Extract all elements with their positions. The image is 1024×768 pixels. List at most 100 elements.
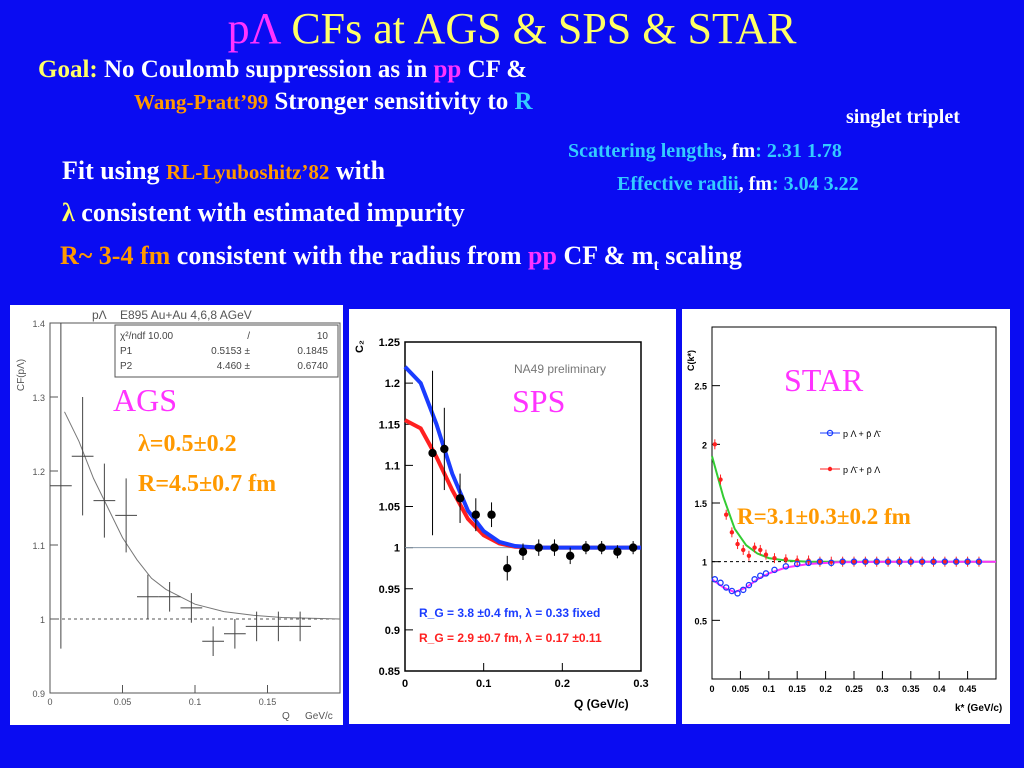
ags-stat-cell: 0.6740 — [297, 361, 328, 372]
sps-data-point — [566, 551, 575, 561]
star-xlabel: k* (GeV/c) — [955, 703, 1002, 714]
star-blue-point — [907, 558, 915, 565]
ags-xtick-label: 0.1 — [189, 697, 202, 707]
stronger-R: R — [514, 88, 533, 115]
star-blue-point — [952, 558, 960, 565]
star-blue-point — [717, 579, 724, 587]
ags-stat-cell: P1 — [120, 346, 133, 357]
star-red-point — [897, 559, 902, 564]
star-red-point — [729, 530, 735, 535]
ref-wang: Wang-Pratt’99 — [134, 90, 269, 114]
r-subscript: t — [653, 257, 659, 275]
star-blue-point — [873, 558, 880, 565]
star-red-point — [817, 559, 823, 564]
slide-title: pΛ CFs at AGS & SPS & STAR — [0, 2, 1024, 56]
title-p: p — [227, 4, 250, 53]
sps-data-point — [503, 563, 512, 573]
stronger-text: Stronger sensitivity to — [268, 88, 515, 115]
star-blue-point — [828, 559, 835, 567]
sps-ytick-label: 0.85 — [379, 666, 400, 678]
star-blue-point — [728, 587, 736, 595]
star-blue-point — [850, 558, 858, 565]
sps-ytick-label: 1.05 — [379, 502, 400, 514]
star-red-point — [954, 559, 959, 564]
sps-ytick-label: 1 — [394, 543, 400, 555]
star-ytick-label: 1.5 — [694, 499, 707, 509]
sps-data-point — [428, 448, 437, 458]
star-red-point — [976, 559, 982, 564]
r-text2: CF & m — [556, 241, 654, 270]
fit-line: Fit using RL-Lyuboshitz’82 with — [62, 156, 385, 186]
sps-watermark: NA49 preliminary — [514, 362, 606, 376]
sps-data-point — [613, 547, 622, 556]
ags-lambda-annot: λ=0.5±0.2 — [138, 431, 237, 457]
effective-radii-row: Effective radii, fm: 3.04 3.22 — [617, 173, 859, 196]
ags-stat-cell: / — [247, 331, 250, 342]
sps-ytick-label: 1.15 — [379, 419, 400, 431]
star-xtick-label: 0.45 — [959, 684, 977, 694]
star-fit-green — [711, 455, 996, 563]
star-red-point — [840, 559, 845, 564]
ags-header-name: pΛ — [92, 308, 107, 322]
sps-data-point — [581, 543, 591, 552]
fit-using: Fit using — [62, 156, 167, 185]
star-red-point — [908, 559, 913, 564]
sps-data-point — [518, 547, 528, 556]
sps-data-point — [440, 444, 449, 454]
fit-ref: RL-Lyuboshitz’82 — [166, 160, 330, 184]
eff-unit: , fm — [738, 173, 772, 195]
star-blue-point — [745, 581, 753, 589]
star-legend-entry: p Λ̄ + p̄ Λ — [843, 465, 880, 475]
star-red-point — [772, 555, 777, 561]
star-red-point — [919, 559, 925, 564]
ags-fit-curve — [64, 411, 341, 620]
ags-ytick-label: 1.4 — [32, 319, 45, 329]
ags-stats-box: χ²/ndf 10.00 / 10 P1 0.5153 ± 0.1845 P2 4.460 ±… — [114, 324, 339, 378]
sps-chart-panel: 0 0.1 0.2 0.3 0.85 0.9 0.95 1 1.05 1.1 1.15 1.2 1.25… — [349, 309, 676, 724]
lambda-symbol: λ — [62, 198, 75, 227]
star-xtick-label: 0.3 — [876, 684, 889, 694]
star-red-point — [863, 559, 868, 564]
ags-header: pΛ E895 Au+Au 4,6,8 AGeV — [92, 308, 252, 322]
star-red-point — [735, 541, 740, 547]
star-ytick-label: 0.5 — [694, 616, 707, 626]
ags-frame — [49, 322, 341, 694]
ags-stat-cell: χ²/ndf 10.00 — [120, 331, 174, 342]
sps-ytick-label: 0.9 — [385, 625, 400, 637]
sps-legend-entry: R_G = 3.8 ±0.4 fm, λ = 0.33 fixed — [419, 606, 600, 620]
star-red-point — [724, 512, 729, 517]
ags-axes: 0 0.05 0.1 0.15 0.9 1 1.1 1.2 1.3 1.4 CF(pΛ) Q GeV/c — [16, 319, 341, 722]
star-blue-point — [884, 558, 892, 565]
sps-ytick-label: 1.2 — [385, 378, 400, 390]
star-ytick-label: 2 — [702, 440, 707, 450]
sps-axes: 0 0.1 0.2 0.3 0.85 0.9 0.95 1 1.05 1.1 1.15 1.2 1.25… — [354, 337, 649, 711]
star-ytick-label: 2.5 — [694, 382, 707, 392]
star-red-point — [885, 559, 891, 564]
singlet-triplet-header: singlet triplet — [846, 106, 960, 128]
star-ytick-label: 1 — [702, 558, 707, 568]
sps-ylabel: C₂ — [354, 340, 366, 353]
star-blue-point — [930, 558, 937, 565]
star-chart: 0 0.05 0.1 0.15 0.2 0.25 0.3 0.35 0.4 0.45 0.5 1 1.5… — [686, 326, 1002, 714]
star-xtick-label: 0.35 — [902, 684, 920, 694]
star-legend-marker — [827, 466, 833, 472]
ags-marks — [50, 323, 341, 656]
goal-label: Goal — [38, 56, 90, 83]
ags-radius-annot: R=4.5±0.7 fm — [138, 471, 276, 497]
star-blue-point — [975, 558, 983, 565]
stronger-line: Wang-Pratt’99 Stronger sensitivity to R — [134, 88, 533, 116]
star-legend-entry: p Λ + p̄ Λ̄ — [843, 429, 882, 439]
sps-ytick-label: 1.25 — [379, 337, 400, 349]
ags-ylabel: CF(pΛ) — [16, 359, 27, 391]
ags-ytick-label: 1.2 — [32, 467, 45, 477]
star-blue-point — [816, 558, 824, 565]
ags-stat-cell: 0.1845 — [297, 346, 328, 357]
star-red-point — [874, 559, 879, 564]
fit-with: with — [329, 156, 386, 185]
sps-xlabel: Q (GeV/c) — [574, 697, 629, 711]
star-red-point — [712, 442, 718, 447]
star-xtick-label: 0.4 — [933, 684, 946, 694]
star-blue-point — [862, 558, 869, 565]
star-blue-point — [793, 560, 801, 568]
sps-xtick-label: 0.3 — [633, 678, 648, 690]
